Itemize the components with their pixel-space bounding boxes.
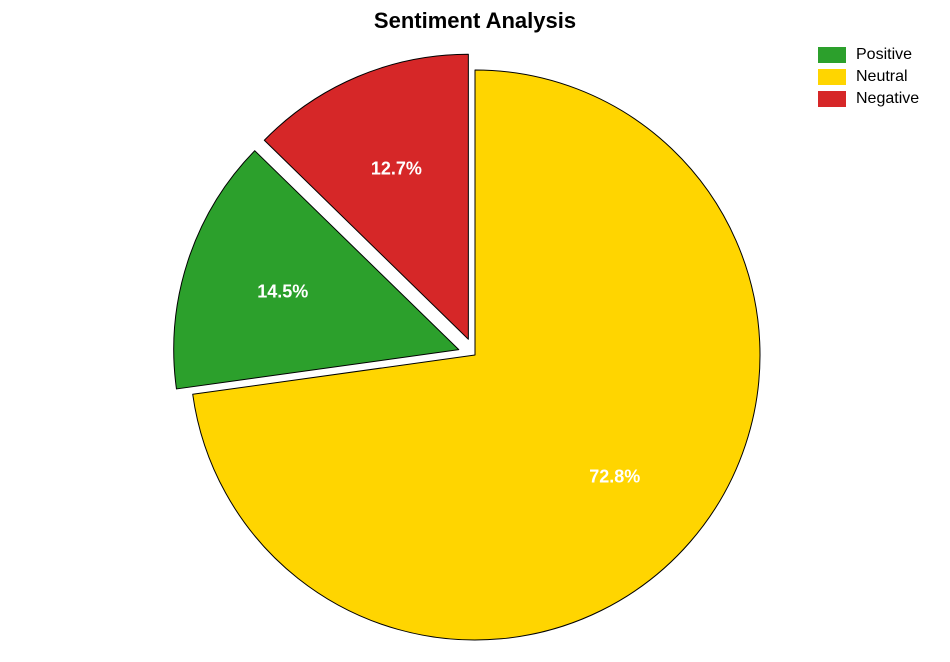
legend-label: Positive xyxy=(856,46,912,64)
legend-swatch xyxy=(818,69,846,85)
pie-slice-label: 72.8% xyxy=(589,466,640,487)
legend-label: Negative xyxy=(856,90,919,108)
legend-swatch xyxy=(818,91,846,107)
legend: Positive Neutral Negative xyxy=(818,46,919,112)
pie-slice-label: 12.7% xyxy=(371,158,422,179)
legend-item: Negative xyxy=(818,90,919,108)
legend-label: Neutral xyxy=(856,68,908,86)
pie-slice-label: 14.5% xyxy=(257,281,308,302)
legend-swatch xyxy=(818,47,846,63)
pie-chart xyxy=(0,0,950,662)
legend-item: Neutral xyxy=(818,68,919,86)
legend-item: Positive xyxy=(818,46,919,64)
chart-container: Sentiment Analysis PositiveNeutralNegati… xyxy=(0,0,950,662)
